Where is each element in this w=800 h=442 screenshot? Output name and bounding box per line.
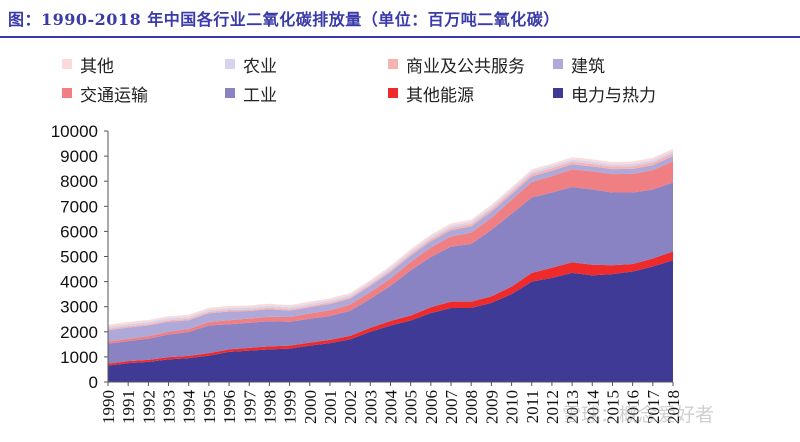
x-tick-label: 1990: [99, 390, 118, 424]
legend-item: 电力与热力: [553, 82, 656, 106]
legend-label: 其他: [80, 56, 114, 77]
area-series-4: [108, 156, 673, 342]
legend-label: 交通运输: [80, 85, 148, 106]
x-tick-label: 2007: [442, 390, 461, 425]
title-divider: [0, 36, 800, 38]
y-tick-label: 10000: [51, 122, 98, 141]
x-tick-label: 1996: [220, 390, 239, 424]
legend-swatch: [225, 88, 235, 98]
x-tick-label: 2013: [563, 390, 582, 424]
x-tick-label: 2010: [503, 390, 522, 424]
x-tick-label: 2004: [382, 390, 401, 425]
legend-swatch: [553, 59, 563, 69]
legend-label: 其他能源: [406, 85, 474, 106]
chart-title: 图：1990-2018 年中国各行业二氧化碳排放量（单位：百万吨二氧化碳）: [8, 10, 560, 29]
x-tick-label: 2009: [482, 390, 501, 424]
legend-item: 其他: [62, 53, 114, 77]
area-series-2: [108, 182, 673, 364]
legend-swatch: [388, 59, 398, 69]
legend-item: 工业: [225, 82, 277, 106]
x-tick-label: 2011: [523, 390, 542, 423]
y-tick-label: 8000: [60, 172, 98, 191]
legend-item: 农业: [225, 53, 277, 77]
x-tick-label: 2018: [664, 390, 683, 424]
x-tick-label: 2016: [624, 390, 643, 424]
legend-item: 其他能源: [388, 82, 474, 106]
y-tick-label: 9000: [60, 147, 98, 166]
legend-swatch: [553, 88, 563, 98]
x-tick-label: 2003: [361, 390, 380, 424]
x-tick-label: 1993: [160, 390, 179, 424]
legend-item: 商业及公共服务: [388, 53, 525, 77]
legend-swatch: [225, 59, 235, 69]
x-tick-label: 2000: [301, 390, 320, 424]
y-tick-label: 0: [89, 373, 98, 392]
x-tick-label: 2001: [321, 390, 340, 424]
watermark: 雪球：概念爱好者: [562, 404, 715, 426]
legend-swatch: [62, 59, 72, 69]
y-tick-label: 5000: [60, 248, 98, 267]
x-tick-label: 1992: [139, 390, 158, 424]
x-tick-label: 1998: [260, 390, 279, 424]
legend-label: 建筑: [571, 56, 605, 77]
x-tick-label: 1995: [200, 390, 219, 424]
y-tick-label: 1000: [60, 348, 98, 367]
legend-swatch: [62, 88, 72, 98]
x-tick-label: 1991: [119, 390, 138, 424]
x-tick-label: 1999: [281, 390, 300, 424]
x-tick-label: 2012: [543, 390, 562, 424]
legend-label: 商业及公共服务: [406, 56, 525, 77]
y-tick-label: 4000: [60, 273, 98, 292]
legend-item: 交通运输: [62, 82, 148, 106]
legend-swatch: [388, 88, 398, 98]
area-series-3: [108, 161, 673, 344]
x-tick-label: 1997: [240, 390, 259, 425]
x-tick-label: 2017: [644, 390, 663, 425]
area-series-1: [108, 251, 673, 366]
y-tick-label: 7000: [60, 197, 98, 216]
x-tick-label: 2015: [603, 390, 622, 424]
legend-label: 工业: [243, 85, 277, 106]
y-tick-label: 3000: [60, 298, 98, 317]
x-tick-label: 2014: [583, 390, 602, 425]
x-tick-label: 2006: [422, 390, 441, 424]
x-tick-label: 2002: [341, 390, 360, 424]
legend-label: 电力与热力: [571, 85, 656, 106]
y-tick-label: 2000: [60, 323, 98, 342]
area-series-0: [108, 260, 673, 382]
legend-item: 建筑: [553, 53, 605, 77]
legend-label: 农业: [243, 56, 277, 77]
x-tick-label: 1994: [180, 390, 199, 425]
x-tick-label: 2008: [462, 390, 481, 424]
x-tick-label: 2005: [402, 390, 421, 424]
y-tick-label: 6000: [60, 222, 98, 241]
